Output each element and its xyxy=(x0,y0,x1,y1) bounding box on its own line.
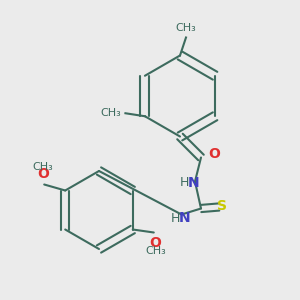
Text: H: H xyxy=(171,212,180,226)
Text: CH₃: CH₃ xyxy=(32,163,53,172)
Text: CH₃: CH₃ xyxy=(176,23,197,33)
Text: N: N xyxy=(188,176,199,190)
Text: S: S xyxy=(217,199,227,212)
Text: H: H xyxy=(180,176,189,190)
Text: CH₃: CH₃ xyxy=(145,246,166,256)
Text: CH₃: CH₃ xyxy=(100,108,121,118)
Text: N: N xyxy=(179,211,190,224)
Text: O: O xyxy=(37,167,49,182)
Text: O: O xyxy=(149,236,161,250)
Text: O: O xyxy=(208,148,220,161)
